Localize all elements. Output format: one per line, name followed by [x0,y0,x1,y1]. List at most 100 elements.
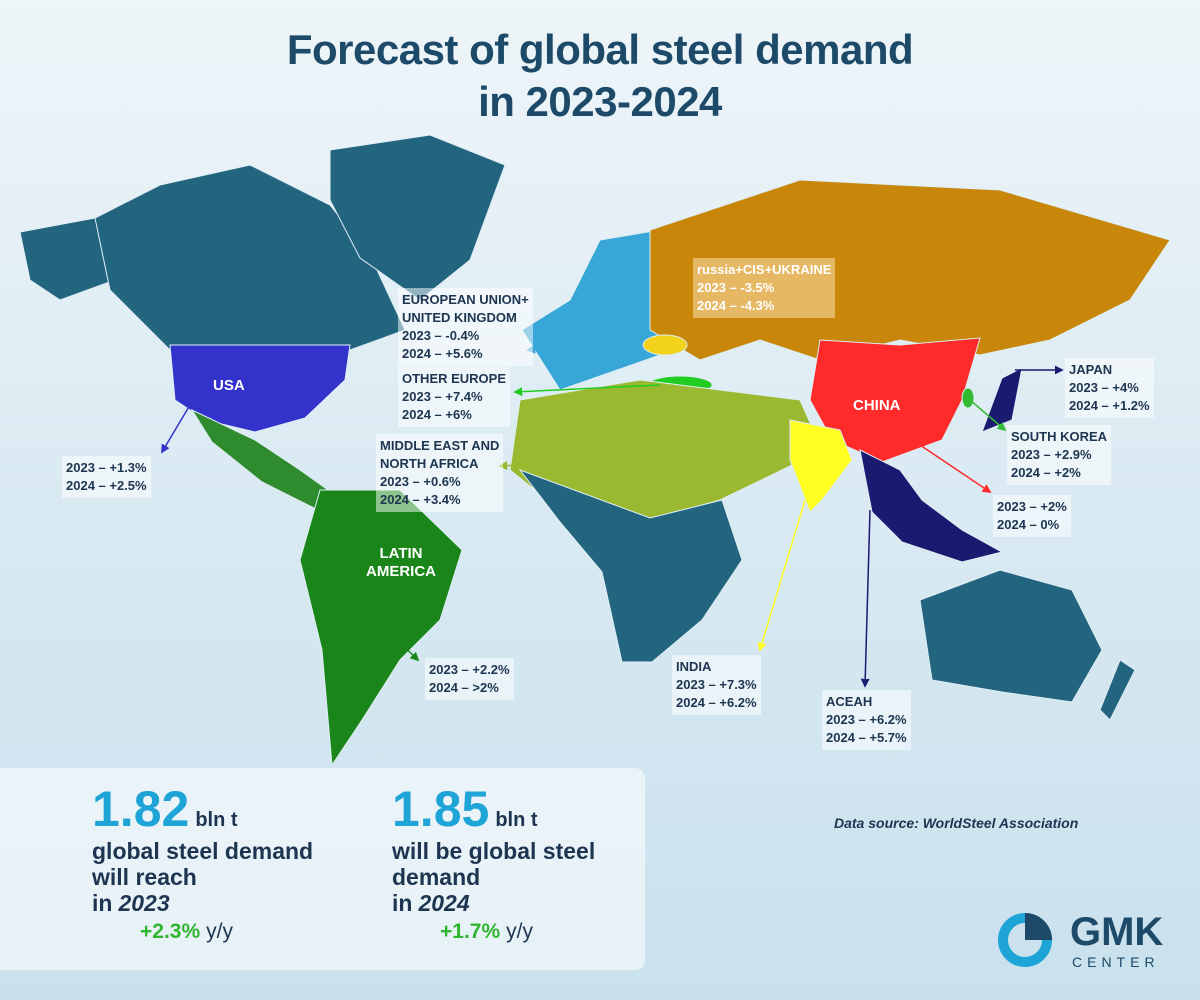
callout-value: 2023 – +7.3% [676,677,757,692]
summary-year-prefix: in [92,890,113,916]
arrows [161,344,1064,688]
usa [169,344,351,433]
callout-value: 2024 – +6.2% [676,695,757,710]
south-korea [961,387,975,409]
callout: 2023 – +1.3% 2024 – +2.5% [62,456,151,498]
japan [981,367,1023,433]
region-label: CHINA [853,397,901,414]
region-label-line: LATIN [379,545,423,562]
callout-value: 2024 – +1.2% [1069,398,1150,413]
callout: MIDDLE EAST AND NORTH AFRICA 2023 – +0.6% 2… [376,434,504,512]
summary-text: will be global steel [392,838,596,864]
callout-value: 2023 – +4% [1069,380,1139,395]
summary-growth: +2.3% y/y [140,920,313,944]
australia [919,569,1103,703]
callout-name: EUROPEAN UNION+ [402,292,529,307]
growth-unit: y/y [506,920,533,943]
ukraine [642,334,688,356]
callout: OTHER EUROPE 2023 – +7.4% 2024 – +6% [398,367,511,427]
callout-value: 2023 – -3.5% [697,280,775,295]
arrow [757,499,806,652]
callout-value: 2023 – -0.4% [402,328,480,343]
south-america [299,489,463,767]
summary-year-prefix: in [392,890,413,916]
arrow [860,509,871,688]
callout-value: 2023 – +1.3% [66,460,147,475]
summary-text: global steel demand [92,838,314,864]
arrow [513,384,661,397]
logo-sub: CENTER [1072,954,1160,970]
summary-text: demand [392,864,481,890]
summary-headline: 1.85 bln t [392,780,595,838]
callout: JAPAN 2023 – +4% 2024 – +1.2% [1065,358,1154,418]
callout-value: 2024 – +2% [1011,465,1081,480]
summary-number: 1.82 [92,781,190,837]
callout-value: 2023 – +7.4% [402,389,483,404]
china [809,337,981,463]
callout-value: 2023 – +2% [997,499,1067,514]
callout-value: 2023 – +0.6% [380,474,461,489]
callout-name: NORTH AFRICA [380,456,479,471]
arrow [526,344,576,354]
arrow [161,404,191,454]
summary-year: in 2024 [392,890,595,916]
canada [94,164,406,351]
greenland [329,134,506,301]
callout-value: 2024 – +6% [402,407,472,422]
summary-growth: +1.7% y/y [440,920,595,944]
region-label: LATIN AMERICA [366,545,436,581]
summary-year-value: 2024 [418,890,470,916]
growth-value: +2.3% [140,920,201,943]
callout-value: 2023 – +2.2% [429,662,510,677]
europe [521,229,661,391]
callout: EUROPEAN UNION+ UNITED KINGDOM 2023 – -0.4… [398,288,533,366]
callout-value: 2023 – +2.9% [1011,447,1092,462]
summary-year: in 2023 [92,890,313,916]
callout: 2023 – +2.2% 2024 – >2% [425,658,514,700]
logo-quarter [1025,913,1052,940]
callout-name: SOUTH KOREA [1011,429,1108,444]
callout-value: 2024 – +5.6% [402,346,483,361]
growth-value: +1.7% [440,920,501,943]
callout-value: 2024 – +5.7% [826,730,907,745]
southeast-asia [859,449,1004,563]
callout: russia+CIS+UKRAINE 2023 – -3.5% 2024 – -4.… [693,258,836,318]
callout-name: russia+CIS+UKRAINE [697,262,832,277]
summary-unit: bln t [195,809,238,831]
callout-value: 2024 – 0% [997,517,1060,532]
callout-value: 2024 – >2% [429,680,499,695]
summary-number: 1.85 [392,781,490,837]
callout: SOUTH KOREA 2023 – +2.9% 2024 – +2% [1007,425,1112,485]
callout: 2023 – +2% 2024 – 0% [993,495,1071,537]
logo-name: GMK [1070,910,1164,954]
callout-value: 2024 – -4.3% [697,298,775,313]
summary-block: 1.82 bln t global steel demand will reach in… [92,780,313,944]
title-line: in 2023-2024 [478,78,722,125]
callout-name: INDIA [676,659,712,674]
callout-value: 2024 – +2.5% [66,478,147,493]
callout: INDIA 2023 – +7.3% 2024 – +6.2% [672,655,761,715]
summary-year-value: 2023 [118,890,170,916]
continents [19,134,1171,767]
region-label-line: AMERICA [366,563,436,580]
summary-block: 1.85 bln t will be global steel demand in 202… [392,780,595,944]
callout-name: MIDDLE EAST AND [380,438,500,453]
source: Data source: WorldSteel Association [834,815,1079,831]
title-line: Forecast of global steel demand [286,26,914,73]
logo-mark [998,913,1052,967]
summary-unit: bln t [495,809,538,831]
summary-panel [0,768,645,970]
india [789,419,853,513]
growth-unit: y/y [206,920,233,943]
callout-value: 2024 – +3.4% [380,492,461,507]
callout-name: JAPAN [1069,362,1113,377]
callout-value: 2023 – +6.2% [826,712,907,727]
arrow [391,634,420,662]
summary-text: will reach [92,864,197,890]
region-label: USA [213,377,245,394]
new-zealand [1099,659,1136,721]
arrow [919,444,992,494]
callout-name: UNITED KINGDOM [402,310,517,325]
